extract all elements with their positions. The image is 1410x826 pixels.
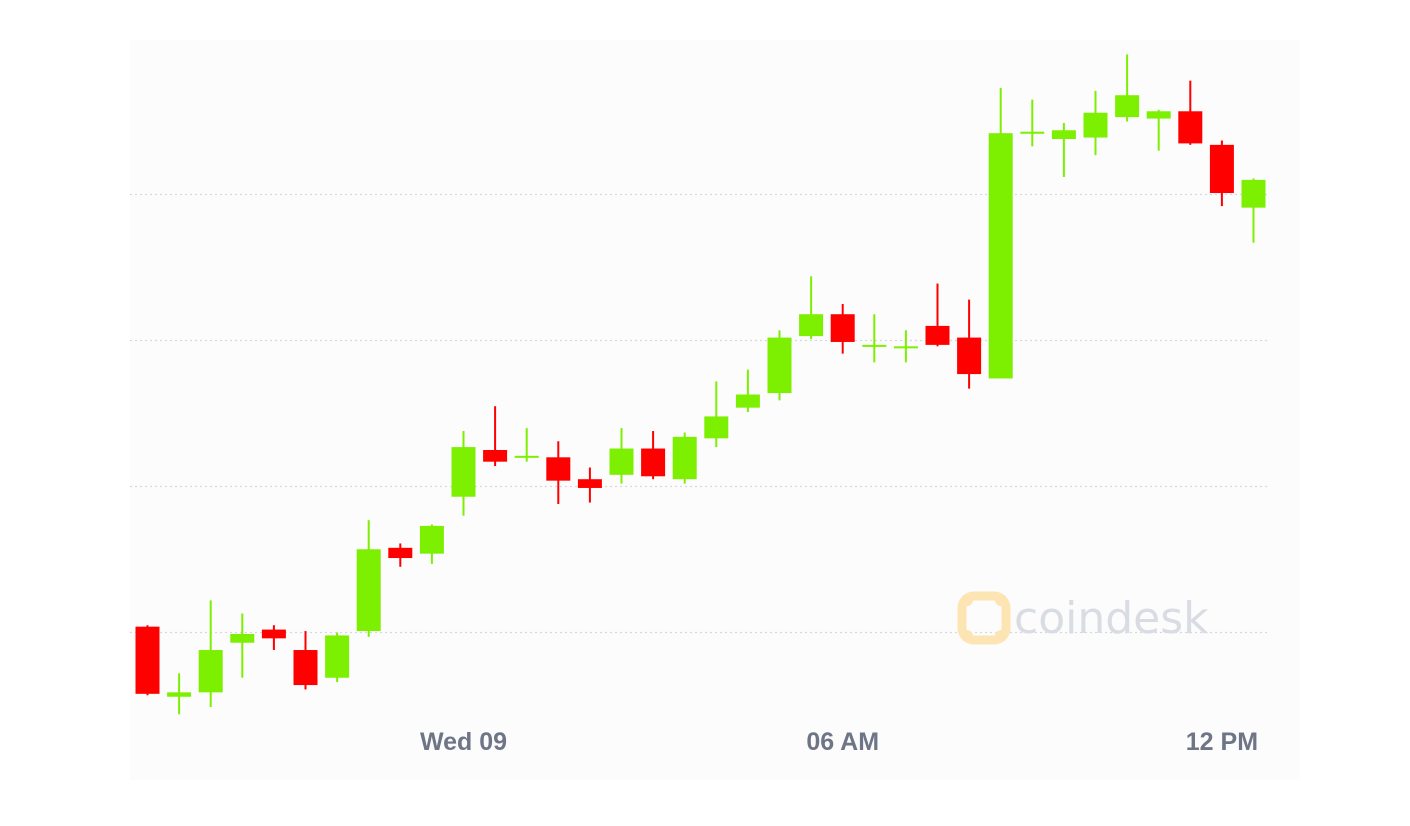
x-tick-label: 12 PM — [1186, 728, 1258, 756]
candle-4 — [230, 613, 255, 678]
candle-body — [1209, 144, 1234, 194]
watermark-text: coindesk — [1014, 593, 1209, 644]
candle-body — [198, 650, 223, 693]
candle-body — [230, 633, 255, 643]
candle-body — [799, 314, 824, 337]
candle-19 — [704, 381, 729, 448]
candle-20 — [735, 369, 760, 413]
candle-body — [546, 457, 571, 481]
candle-9 — [388, 543, 413, 567]
candle-body — [1115, 95, 1140, 118]
candle-8 — [356, 520, 381, 637]
candle-body — [261, 629, 286, 639]
candle-body — [1051, 130, 1076, 140]
candle-1 — [135, 625, 160, 696]
candle-13 — [514, 428, 539, 462]
candle-22 — [799, 276, 824, 340]
candle-36 — [1241, 178, 1266, 243]
coindesk-logo-icon — [957, 591, 1011, 645]
candle-35 — [1209, 140, 1234, 207]
candle-body — [988, 133, 1013, 379]
grid-lines — [130, 193, 1270, 634]
candle-body — [1083, 112, 1108, 138]
candle-body — [609, 448, 634, 475]
candle-30 — [1051, 122, 1076, 177]
candle-body — [135, 626, 160, 694]
candle-3 — [198, 600, 223, 707]
candle-body — [704, 416, 729, 439]
candle-body — [388, 547, 413, 559]
candle-body — [419, 525, 444, 554]
candle-body — [767, 337, 792, 394]
candle-body — [1241, 179, 1266, 208]
candle-body — [862, 344, 887, 347]
candle-31 — [1083, 90, 1108, 156]
candle-body — [672, 436, 697, 480]
candle-body — [641, 448, 666, 477]
candle-body — [483, 450, 508, 462]
candle-body — [293, 650, 318, 686]
candle-18 — [672, 432, 697, 484]
candle-body — [451, 447, 476, 497]
plot-background — [130, 40, 1300, 780]
candle-21 — [767, 330, 792, 401]
candle-11 — [451, 431, 476, 516]
candle-10 — [419, 524, 444, 564]
candle-body — [1020, 131, 1045, 134]
candle-17 — [641, 431, 666, 480]
candle-body — [957, 337, 982, 375]
candle-body — [1178, 111, 1203, 144]
candle-32 — [1115, 54, 1140, 122]
candle-body — [1146, 111, 1171, 119]
candle-23 — [830, 304, 855, 354]
x-axis-labels: Wed 09 06 AM 12 PM — [420, 728, 1258, 756]
candle-body — [830, 314, 855, 342]
candle-14 — [546, 441, 571, 505]
candle-29 — [1020, 99, 1045, 147]
candle-2 — [167, 673, 192, 715]
candle-26 — [925, 283, 950, 347]
candle-28 — [988, 87, 1013, 379]
candle-34 — [1178, 80, 1203, 145]
candle-6 — [293, 631, 318, 690]
candles — [135, 54, 1266, 715]
candle-33 — [1146, 109, 1171, 151]
candle-body — [167, 692, 192, 697]
candle-body — [325, 635, 350, 678]
x-tick-label: Wed 09 — [420, 728, 507, 756]
candle-15 — [577, 467, 602, 503]
candle-12 — [483, 406, 508, 467]
candle-body — [514, 455, 539, 458]
candle-body — [577, 479, 602, 488]
candle-16 — [609, 428, 634, 484]
candle-5 — [261, 625, 286, 651]
candle-body — [735, 394, 760, 408]
candle-body — [356, 549, 381, 632]
candle-body — [925, 325, 950, 345]
candle-25 — [893, 330, 918, 363]
candle-7 — [325, 632, 350, 683]
candle-24 — [862, 314, 887, 363]
candle-27 — [957, 299, 982, 389]
candle-body — [893, 346, 918, 349]
coindesk-watermark: coindesk — [957, 591, 1209, 645]
x-tick-label: 06 AM — [806, 728, 879, 756]
